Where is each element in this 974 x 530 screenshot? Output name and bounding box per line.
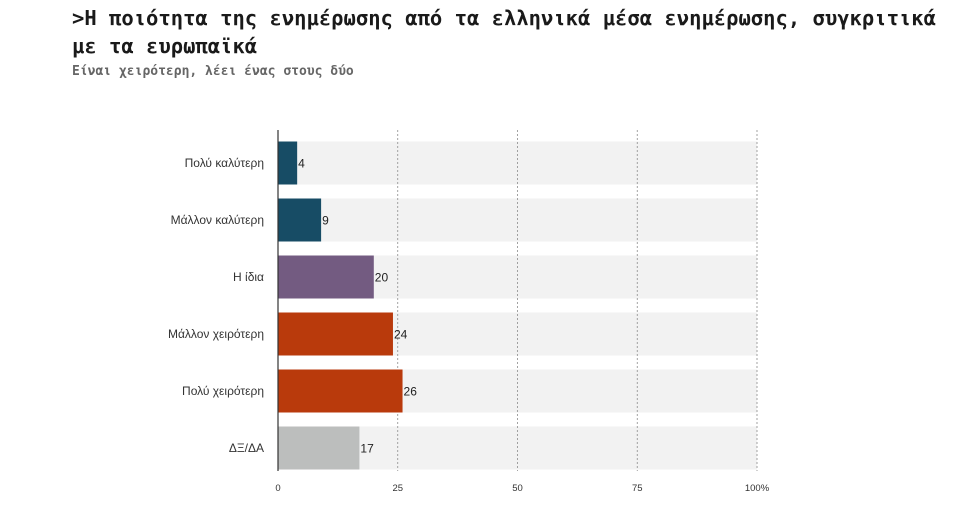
category-label: Πολύ καλύτερη <box>185 156 264 170</box>
bar <box>278 141 298 185</box>
x-tick-label: 100% <box>745 483 770 494</box>
bar <box>278 426 360 470</box>
bar <box>278 312 393 356</box>
category-label: ΔΞ/ΔΑ <box>229 441 264 455</box>
value-label: 26 <box>404 385 418 399</box>
bar <box>278 198 322 242</box>
bar <box>278 255 374 299</box>
chart-subtitle: Είναι χειρότερη, λέει ένας στους δύο <box>72 64 354 79</box>
x-tick-label: 75 <box>632 483 643 494</box>
category-label: Πολύ χειρότερη <box>182 384 264 398</box>
category-label: Μάλλον χειρότερη <box>168 327 264 341</box>
bar <box>278 369 403 413</box>
value-label: 4 <box>298 157 305 171</box>
category-label: Μάλλον καλύτερη <box>171 213 264 227</box>
value-label: 9 <box>322 214 329 228</box>
x-tick-label: 25 <box>392 483 403 494</box>
x-tick-label: 50 <box>512 483 523 494</box>
value-label: 20 <box>375 271 389 285</box>
value-label: 24 <box>394 328 408 342</box>
category-label: Η ίδια <box>233 270 264 284</box>
x-tick-label: 0 <box>275 483 280 494</box>
value-label: 17 <box>360 442 374 456</box>
chart-title: >Η ποιότητα της ενημέρωσης από τα ελληνι… <box>72 6 936 58</box>
